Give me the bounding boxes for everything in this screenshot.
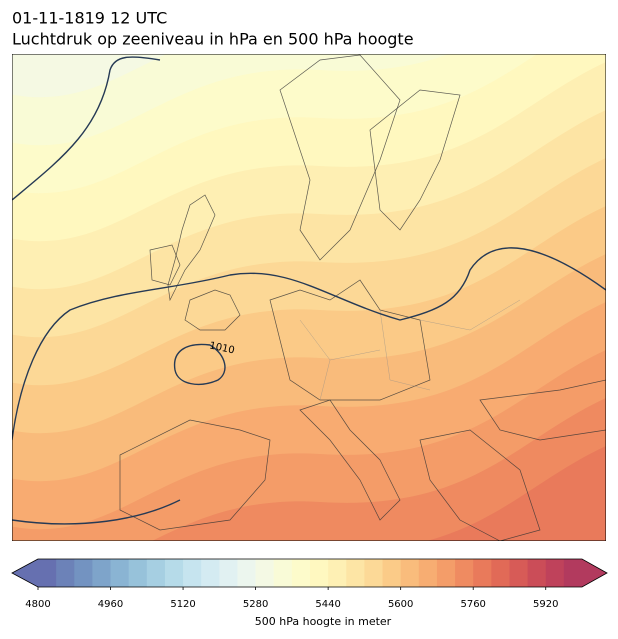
coastline xyxy=(299,399,401,521)
colorbar-tick-label: 4800 xyxy=(25,599,50,610)
colorbar: 4800 4960 5120 5280 5440 5600 5760 5920 500 hPa … xyxy=(11,558,608,628)
colorbar-segment xyxy=(74,559,93,587)
colorbar-segment xyxy=(473,559,492,587)
country-border xyxy=(379,309,431,391)
colorbar-segment xyxy=(346,559,365,587)
colorbar-segment xyxy=(418,559,438,587)
colorbar-segment xyxy=(291,559,311,587)
colorbar-segment xyxy=(237,559,257,587)
coastline xyxy=(184,289,241,331)
colorbar-segment xyxy=(328,559,347,587)
colorbar-extension xyxy=(12,559,38,587)
colorbar-outline xyxy=(11,558,608,588)
isobar xyxy=(12,499,181,525)
country-border xyxy=(319,359,331,401)
colorbar-segment xyxy=(273,559,293,587)
shading-band xyxy=(12,54,167,98)
colorbar-segment xyxy=(310,559,329,587)
colorbar-segment xyxy=(364,559,384,587)
colorbar-segment xyxy=(201,559,220,587)
colorbar-tick-label: 5920 xyxy=(533,599,558,610)
colorbar-segment xyxy=(183,559,202,587)
colorbar-segment xyxy=(563,559,583,587)
colorbar-tick-label: 4960 xyxy=(98,599,123,610)
shading-band xyxy=(12,54,449,146)
colorbar-segment xyxy=(527,559,547,587)
colorbar-segment xyxy=(38,559,57,587)
coastline xyxy=(279,54,401,261)
coastline xyxy=(419,429,541,541)
isobar xyxy=(173,343,226,386)
colorbar-segment xyxy=(56,559,75,587)
colorbar-tick-label: 5760 xyxy=(460,599,485,610)
colorbar-segment xyxy=(400,559,420,587)
colorbar-extension xyxy=(582,559,607,587)
colorbar-segment xyxy=(110,559,130,587)
colorbar-segment xyxy=(255,559,275,587)
coastline xyxy=(167,194,216,302)
subtitle: Luchtdruk op zeeniveau in hPa en 500 hPa… xyxy=(12,30,414,49)
colorbar-segment xyxy=(164,559,184,587)
map: 1010 xyxy=(12,54,606,541)
isobar xyxy=(12,247,606,441)
colorbar-label: 500 hPa hoogte in meter xyxy=(255,615,392,628)
colorbar-segment xyxy=(491,559,510,587)
colorbar-segment xyxy=(545,559,565,587)
title: 01-11-1819 12 UTC xyxy=(12,9,167,28)
isobar xyxy=(12,56,161,201)
colorbar-segment xyxy=(382,559,402,587)
colorbar-tick-label: 5440 xyxy=(315,599,340,610)
contour-label: 1010 xyxy=(208,340,235,356)
colorbar-segment xyxy=(219,559,238,587)
colorbar-segment xyxy=(92,559,112,587)
colorbar-segment xyxy=(436,559,456,587)
colorbar-segment xyxy=(455,559,474,587)
colorbar-segment xyxy=(146,559,166,587)
colorbar-tick-label: 5600 xyxy=(388,599,413,610)
colorbar-tick-label: 5120 xyxy=(170,599,195,610)
colorbar-tick-label: 5280 xyxy=(243,599,268,610)
coastline xyxy=(149,244,181,286)
coastline xyxy=(369,89,461,231)
country-border xyxy=(419,299,521,331)
coastline xyxy=(479,379,606,441)
colorbar-segment xyxy=(509,559,529,587)
colorbar-segment xyxy=(128,559,148,587)
